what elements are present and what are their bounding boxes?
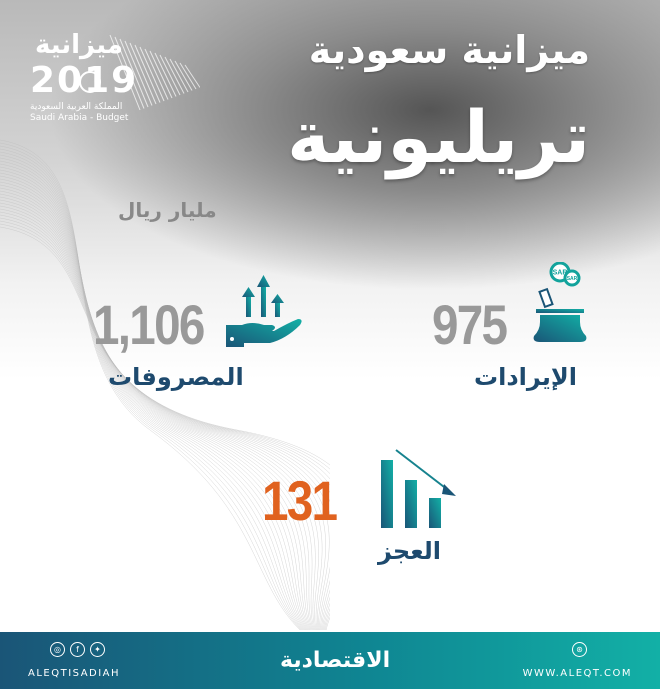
logo-line [179, 62, 197, 90]
logo-year: 2019 [30, 60, 139, 101]
wave-line [0, 199, 326, 630]
page-subtitle: تريليونية [287, 95, 590, 179]
wave-line [0, 193, 319, 630]
coin-text: SAR [553, 270, 568, 277]
coin-text-small: SAR [567, 276, 578, 282]
budget-2019-logo: ميزانية 2019 المملكة العربية السعودية Sa… [20, 30, 200, 125]
wave-line [0, 175, 312, 630]
hand-arrows-up-icon [226, 275, 302, 347]
logo-line [159, 54, 181, 96]
website-link[interactable]: WWW.ALEQT.COM [522, 668, 632, 679]
wave-line [0, 217, 330, 630]
revenue-label: الإيرادات [474, 363, 577, 391]
wave-line [0, 205, 330, 630]
deficit-value: 131 [262, 469, 338, 532]
wave-line [0, 178, 312, 630]
logo-line [174, 60, 193, 91]
bar-chart-down-icon [381, 449, 456, 528]
wave-line [0, 163, 308, 630]
logo-line [129, 42, 157, 105]
logo-line [144, 48, 169, 100]
wave-line [0, 220, 330, 630]
expenses-value: 1,106 [93, 293, 205, 356]
social-links: ◎ f ✦ [50, 642, 105, 657]
wave-line [0, 184, 314, 630]
unit-label: مليار ريال [118, 198, 217, 222]
decorative-wave-lines [0, 139, 330, 630]
wave-line [0, 226, 330, 630]
wave-line [0, 151, 304, 630]
logo-line1: المملكة العربية السعودية [30, 102, 123, 112]
social-handle[interactable]: ALEQTISADIAH [28, 668, 121, 679]
wave-line [0, 139, 301, 630]
brand-logo: الاقتصادية [280, 648, 391, 673]
logo-line [119, 38, 149, 108]
instagram-icon[interactable]: ◎ [50, 642, 65, 657]
revenue-value: 975 [432, 293, 508, 356]
wave-line [0, 214, 330, 630]
wave-line [0, 181, 313, 630]
twitter-icon[interactable]: ✦ [90, 642, 105, 657]
money-bag-icon: SAR SAR [533, 262, 587, 342]
deficit-label: العجز [378, 537, 442, 565]
globe-icon: ⊛ [572, 642, 587, 657]
logo-line [149, 50, 173, 99]
wave-line [0, 157, 306, 630]
wave-line [0, 154, 305, 630]
wave-line [0, 166, 309, 630]
logo-lines-graphic [79, 34, 200, 111]
wave-line [0, 223, 330, 630]
logo-arabic: ميزانية [35, 30, 123, 60]
expenses-label: المصروفات [108, 363, 244, 391]
logo-line [134, 44, 161, 103]
wave-line [0, 169, 310, 630]
footer: ◎ f ✦ ALEQTISADIAH الاقتصادية ⊛ WWW.ALEQ… [0, 632, 660, 689]
logo-line [164, 56, 185, 94]
logo-line [169, 58, 189, 93]
wave-line [0, 148, 303, 630]
logo-line [124, 40, 153, 106]
logo-line [114, 36, 145, 109]
logo-line [109, 34, 141, 111]
wave-line [0, 160, 307, 630]
wave-line [0, 211, 330, 630]
logo-line [139, 46, 165, 102]
page-title: ميزانية سعودية [308, 28, 590, 72]
logo-line [154, 52, 177, 97]
wave-line [0, 208, 330, 630]
wave-line [0, 172, 311, 630]
logo-line [184, 64, 200, 88]
logo-line2: Saudi Arabia - Budget [30, 113, 129, 123]
wave-line [0, 145, 302, 630]
wave-line [0, 142, 302, 630]
facebook-icon[interactable]: f [70, 642, 85, 657]
